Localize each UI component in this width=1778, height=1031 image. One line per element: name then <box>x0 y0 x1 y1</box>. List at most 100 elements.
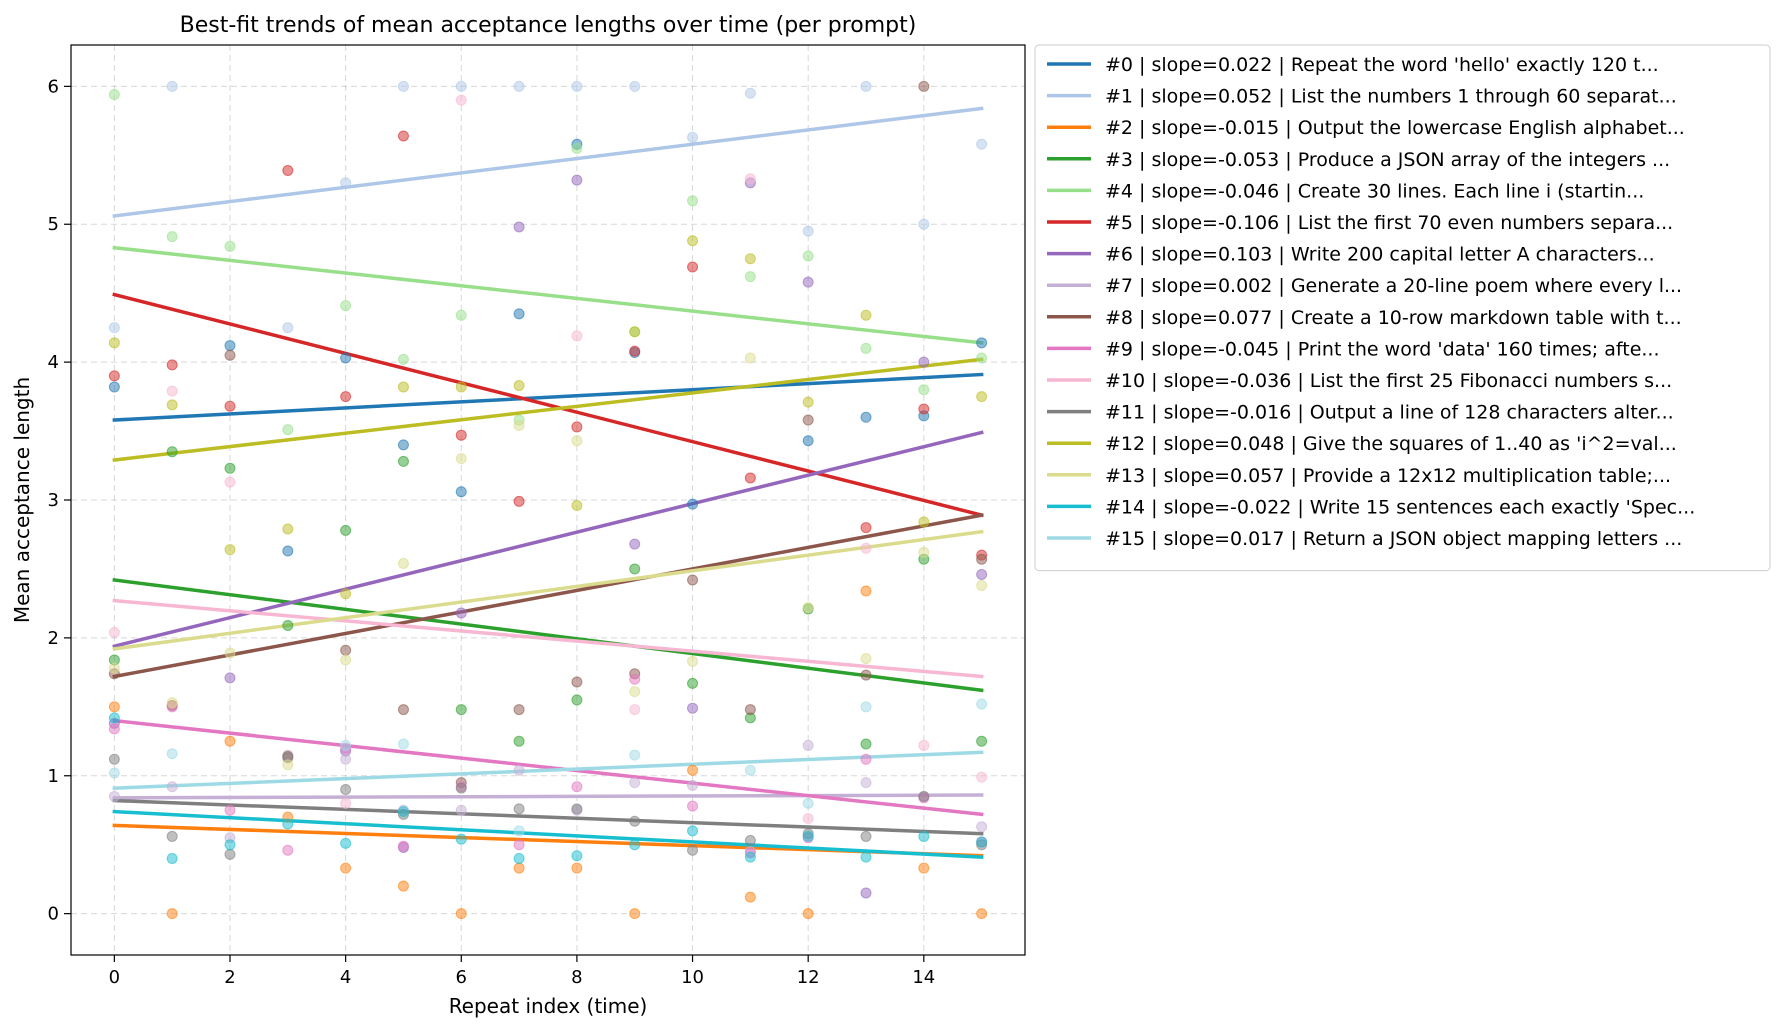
data-point-series-7 <box>455 804 467 816</box>
data-point-series-8 <box>571 676 583 688</box>
x-tick-label: 0 <box>109 967 120 988</box>
data-point-series-15 <box>340 739 352 751</box>
data-point-series-5 <box>744 472 756 484</box>
data-point-series-5 <box>513 495 525 507</box>
data-point-series-0 <box>397 439 409 451</box>
fit-line-series-10 <box>112 598 984 679</box>
data-point-series-7 <box>166 781 178 793</box>
fit-line-series-0 <box>112 372 984 422</box>
data-point-series-7 <box>108 790 120 802</box>
data-point-series-5 <box>224 400 236 412</box>
data-point-series-12 <box>976 391 988 403</box>
data-point-series-12 <box>629 326 641 338</box>
legend-label: #0 | slope=0.022 | Repeat the word 'hell… <box>1105 54 1659 76</box>
data-point-series-6 <box>687 702 699 714</box>
data-point-series-12 <box>455 381 467 393</box>
data-point-series-1 <box>166 80 178 92</box>
fit-line-series-14 <box>112 809 984 859</box>
data-point-series-8 <box>918 80 930 92</box>
data-point-series-6 <box>976 568 988 580</box>
data-point-series-2 <box>455 908 467 920</box>
data-point-series-2 <box>166 908 178 920</box>
data-point-series-3 <box>860 738 872 750</box>
data-point-series-2 <box>571 862 583 874</box>
data-point-series-11 <box>918 790 930 802</box>
data-point-series-12 <box>802 396 814 408</box>
data-point-series-5 <box>571 421 583 433</box>
data-point-series-11 <box>687 844 699 856</box>
data-point-series-1 <box>397 80 409 92</box>
data-point-series-5 <box>340 391 352 403</box>
data-point-series-14 <box>571 850 583 862</box>
data-point-series-12 <box>571 500 583 512</box>
data-point-series-6 <box>224 672 236 684</box>
data-point-series-2 <box>340 862 352 874</box>
data-point-series-0 <box>455 486 467 498</box>
data-point-series-3 <box>397 455 409 467</box>
data-point-series-14 <box>918 830 930 842</box>
y-tick-label: 5 <box>48 214 59 235</box>
data-point-series-9 <box>571 781 583 793</box>
data-point-series-15 <box>629 749 641 761</box>
data-point-series-9 <box>860 753 872 765</box>
data-point-series-13 <box>397 557 409 569</box>
data-point-series-6 <box>455 607 467 619</box>
legend-box <box>1034 44 1771 572</box>
x-tick-label: 4 <box>340 967 351 988</box>
data-point-series-13 <box>513 420 525 432</box>
data-point-series-11 <box>513 803 525 815</box>
legend-label: #14 | slope=-0.022 | Write 15 sentences … <box>1105 496 1695 518</box>
data-point-series-14 <box>629 839 641 851</box>
data-point-series-15 <box>513 825 525 837</box>
data-point-series-11 <box>629 815 641 827</box>
data-point-series-8 <box>340 644 352 656</box>
data-point-series-13 <box>629 686 641 698</box>
data-point-series-11 <box>340 784 352 796</box>
legend-label: #11 | slope=-0.016 | Output a line of 12… <box>1105 402 1674 424</box>
data-point-series-12 <box>108 337 120 349</box>
data-point-series-3 <box>224 462 236 474</box>
data-point-series-2 <box>976 908 988 920</box>
data-point-series-0 <box>108 381 120 393</box>
data-point-series-13 <box>455 453 467 465</box>
fit-line-series-13 <box>112 529 984 651</box>
data-point-series-13 <box>571 435 583 447</box>
fit-line-series-6 <box>112 430 984 649</box>
data-point-series-6 <box>571 174 583 186</box>
data-point-series-0 <box>802 435 814 447</box>
data-point-series-6 <box>629 538 641 550</box>
data-point-series-13 <box>166 697 178 709</box>
data-point-series-9 <box>397 840 409 852</box>
data-point-series-7 <box>687 779 699 791</box>
legend: #0 | slope=0.022 | Repeat the word 'hell… <box>1034 44 1771 572</box>
data-point-series-7 <box>629 777 641 789</box>
legend-label: #9 | slope=-0.045 | Print the word 'data… <box>1105 338 1660 360</box>
data-point-series-2 <box>860 585 872 597</box>
data-point-series-11 <box>455 782 467 794</box>
data-point-series-9 <box>513 839 525 851</box>
data-point-series-12 <box>744 253 756 265</box>
data-point-series-2 <box>397 880 409 892</box>
data-point-series-5 <box>166 359 178 371</box>
data-point-series-14 <box>976 836 988 848</box>
y-tick-label: 2 <box>48 628 59 649</box>
data-point-series-12 <box>224 544 236 556</box>
data-point-series-5 <box>860 522 872 534</box>
data-point-series-11 <box>108 753 120 765</box>
legend-label: #12 | slope=0.048 | Give the squares of … <box>1105 433 1677 455</box>
data-point-series-3 <box>166 446 178 458</box>
data-point-series-1 <box>571 80 583 92</box>
data-point-series-4 <box>166 231 178 243</box>
data-point-series-11 <box>860 830 872 842</box>
data-point-series-0 <box>687 498 699 510</box>
data-point-series-2 <box>629 908 641 920</box>
data-point-series-14 <box>744 851 756 863</box>
data-point-series-14 <box>802 830 814 842</box>
fit-line-series-4 <box>112 245 984 345</box>
data-point-series-9 <box>108 723 120 735</box>
data-point-series-5 <box>282 164 294 176</box>
fit-line-series-9 <box>112 718 984 817</box>
legend-label: #15 | slope=0.017 | Return a JSON object… <box>1105 528 1682 550</box>
data-point-series-2 <box>224 735 236 747</box>
data-point-series-8 <box>744 704 756 716</box>
